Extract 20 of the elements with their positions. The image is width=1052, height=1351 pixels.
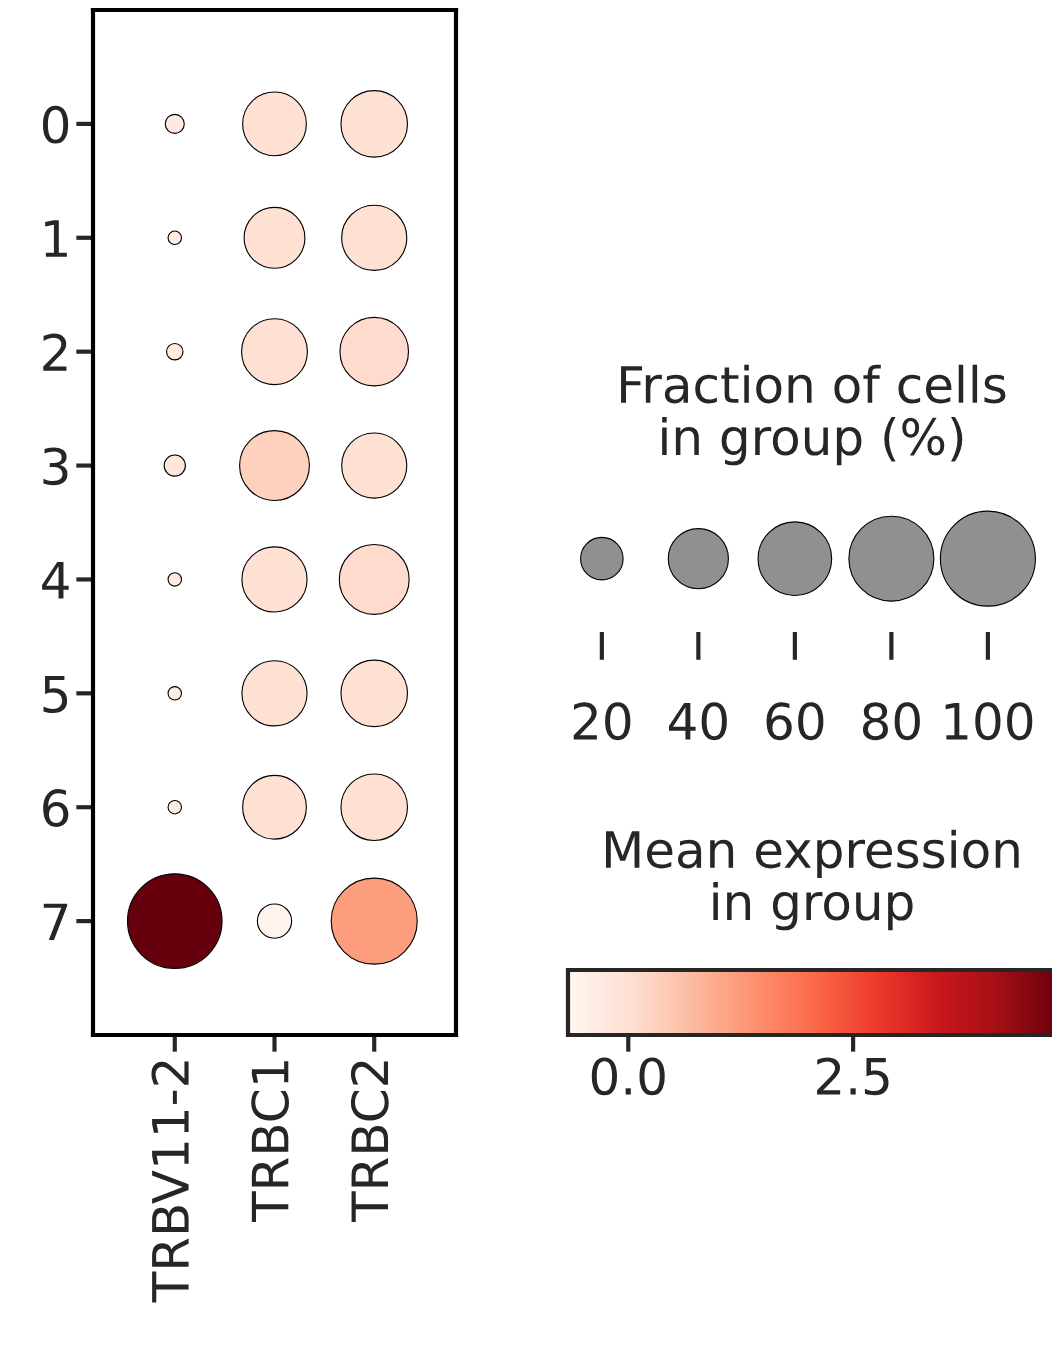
legend-label: 80 (862, 702, 920, 741)
color-bar-label: 0.0 (591, 1057, 665, 1096)
y-tick-label: 0 (42, 105, 69, 144)
y-tick-label: 1 (45, 220, 67, 257)
legend-label: 40 (668, 702, 727, 741)
y-tick-label: 7 (43, 903, 68, 941)
y-tick-label: 3 (43, 447, 68, 486)
legend-label: 100 (945, 702, 1033, 741)
y-tick-label: 4 (42, 561, 69, 599)
y-tick-label: 5 (43, 675, 68, 714)
x-tick-label: TRBV11-2 (151, 1061, 189, 1303)
x-tick-label: TRBC2 (350, 1061, 389, 1223)
legend-label: 20 (573, 702, 631, 741)
y-tick-label: 2 (43, 333, 67, 371)
color-bar-label: 2.5 (817, 1057, 889, 1096)
legend-title: Fraction of cells in group (%) (621, 364, 1006, 466)
y-tick-label: 6 (43, 789, 69, 827)
legend-label: 60 (766, 702, 824, 741)
color-bar-title: Mean expression in group (606, 829, 1019, 931)
x-tick-label: TRBC1 (251, 1061, 290, 1223)
